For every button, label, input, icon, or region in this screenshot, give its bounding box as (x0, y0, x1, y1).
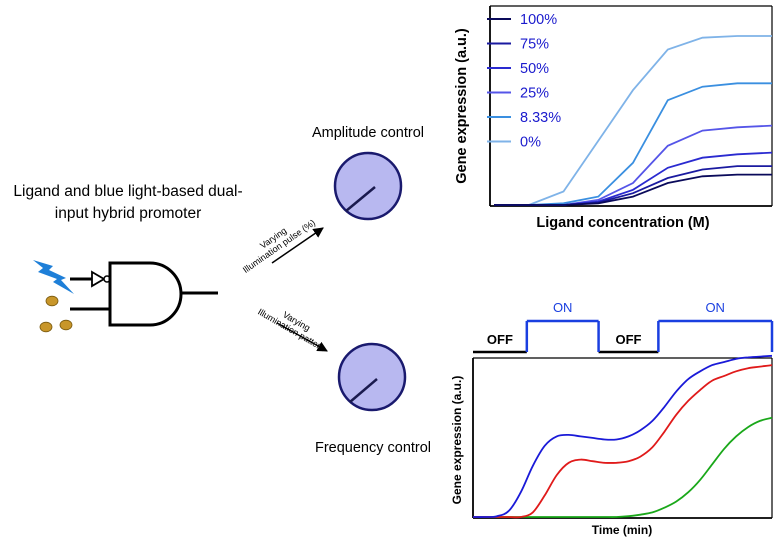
frequency-chart-xlabel: Time (min) (592, 523, 652, 537)
and-gate-body (108, 261, 183, 327)
amplitude-chart-ylabel: Gene expression (a.u.) (454, 28, 470, 184)
frequency-arrow (276, 322, 328, 352)
not-triangle (91, 270, 106, 288)
amplitude-arrow-line2: Illumination pulse (%) (241, 217, 317, 275)
amplitude-chart: Gene expression (a.u.) Ligand concentrat… (454, 5, 773, 231)
frequency-chart: Gene expression (a.u.) Time (min) (450, 354, 773, 537)
frequency-dial-icon (337, 342, 407, 412)
frequency-series-line-0 (472, 354, 773, 518)
frequency-series-line-1 (473, 364, 773, 519)
legend-label-0: 100% (520, 12, 557, 28)
ligand-molecules-icon (39, 295, 73, 333)
lightning-bolt-icon (33, 260, 74, 294)
amplitude-series-line-5 (494, 35, 772, 206)
promoter-title-line2: input hybrid promoter (55, 205, 201, 222)
illumination-label-0: OFF (487, 332, 513, 347)
amplitude-label: Amplitude control (312, 125, 424, 141)
legend-label-4: 8.33% (520, 110, 561, 126)
illumination-pattern: OFF ON OFF ON (473, 300, 774, 354)
legend-label-1: 75% (520, 37, 549, 53)
illumination-label-1: ON (553, 300, 573, 315)
amplitude-chart-legend: 100% 75% 50% 25% 8.33% 0% (487, 12, 561, 151)
amplitude-chart-xlabel: Ligand concentration (M) (536, 215, 709, 231)
amplitude-arrow-caption: Varying Illumination pulse (%) (241, 217, 317, 275)
and-gate-symbol (70, 261, 218, 327)
legend-label-2: 50% (520, 61, 549, 77)
legend-label-3: 25% (520, 86, 549, 102)
legend-label-5: 0% (520, 135, 541, 151)
frequency-label: Frequency control (315, 440, 431, 456)
frequency-chart-ylabel: Gene expression (a.u.) (450, 376, 464, 505)
illumination-label-3: ON (705, 300, 725, 315)
illumination-label-2: OFF (615, 332, 641, 347)
amplitude-series-line-0 (494, 173, 772, 206)
amplitude-dial-icon (333, 151, 403, 221)
promoter-title-line1: Ligand and blue light-based dual- (13, 183, 242, 200)
amplitude-series-line-1 (494, 165, 772, 206)
frequency-arrow-caption: Varying Illumination pattern (256, 307, 327, 354)
frequency-series-line-2 (473, 416, 773, 518)
amplitude-arrow (271, 227, 324, 264)
